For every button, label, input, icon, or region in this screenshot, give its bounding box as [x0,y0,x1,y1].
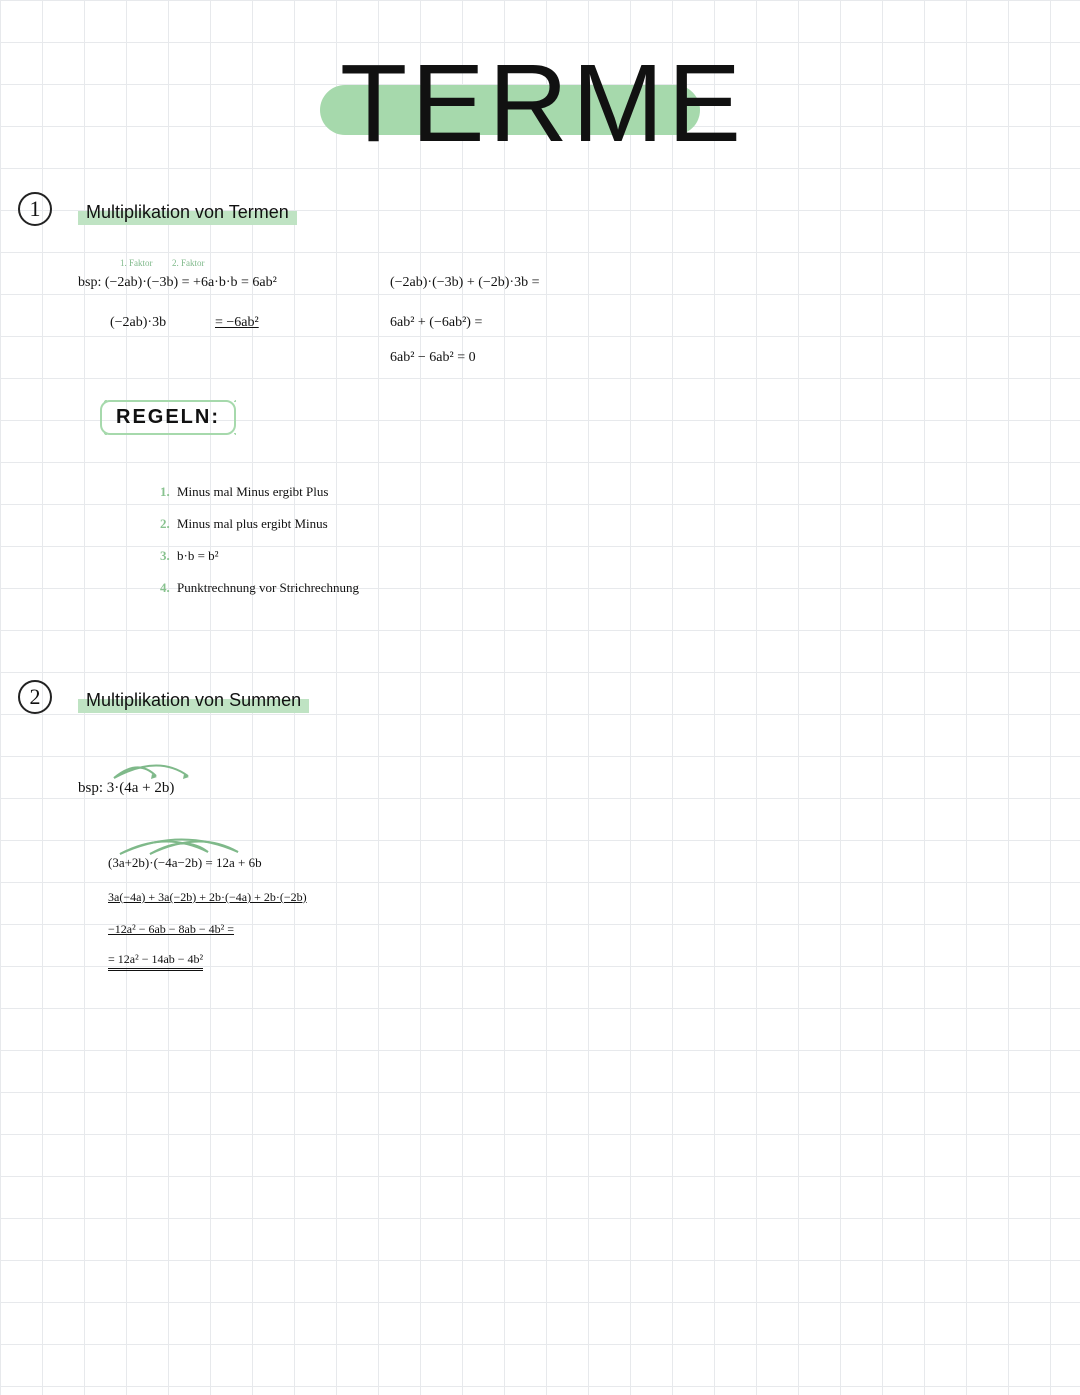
s2-line2: 3a(−4a) + 3a(−2b) + 2b·(−4a) + 2b·(−2b) [108,890,307,905]
rule-2-text: Minus mal plus ergibt Minus [177,516,328,531]
rule-4-num: 4. [160,580,170,595]
regeln-title: REGELN: [100,400,236,435]
rule-2-num: 2. [160,516,170,531]
s1-right-line1: (−2ab)·(−3b) + (−2b)·3b = [390,275,540,291]
s2-line4: = 12a² − 14ab − 4b² [108,952,203,971]
s1-left-line1: bsp: (−2ab)·(−3b) = +6a·b·b = 6ab² [78,275,277,291]
rule-3-text: b·b = b² [177,548,219,563]
rule-1-text: Minus mal Minus ergibt Plus [177,484,328,499]
rule-3-num: 3. [160,548,170,563]
s1-right-line3: 6ab² − 6ab² = 0 [390,350,476,366]
rule-1-num: 1. [160,484,170,499]
rule-2: 2. Minus mal plus ergibt Minus [160,516,328,532]
rule-4-text: Punktrechnung vor Strichrechnung [177,580,359,595]
rule-1: 1. Minus mal Minus ergibt Plus [160,484,328,500]
section-1-heading: Multiplikation von Termen [78,200,297,225]
section-2-number: 2 [18,680,52,714]
s1-left-line2b: = −6ab² [215,315,259,331]
label-faktor-1: 1. Faktor [120,258,153,268]
distribute-arrows-1 [108,758,208,782]
rule-3: 3. b·b = b² [160,548,219,564]
s1-left-line2a: (−2ab)·3b [110,315,166,331]
page-title: TERME [340,40,745,167]
page-title-wrap: TERME [320,40,720,160]
s2-line1: (3a+2b)·(−4a−2b) = 12a + 6b [108,855,262,871]
rule-4: 4. Punktrechnung vor Strichrechnung [160,580,359,596]
section-1-number: 1 [18,192,52,226]
s1-right-line2: 6ab² + (−6ab²) = [390,315,482,331]
label-faktor-2: 2. Faktor [172,258,205,268]
section-2-heading: Multiplikation von Summen [78,688,309,713]
s2-line3: −12a² − 6ab − 8ab − 4b² = [108,922,234,937]
s2-ex1: bsp: 3·(4a + 2b) [78,780,174,797]
distribute-arrows-2 [110,832,270,856]
